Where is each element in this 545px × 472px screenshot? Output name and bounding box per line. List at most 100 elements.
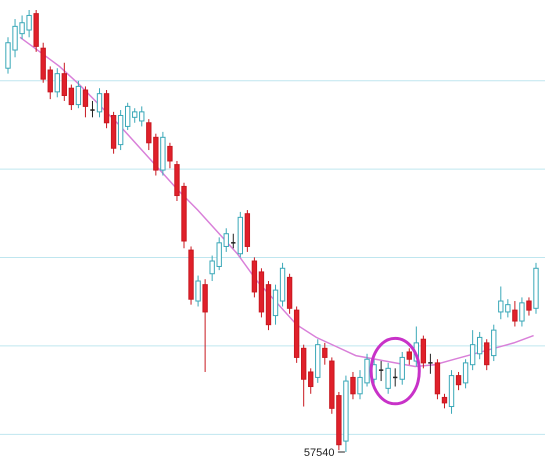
moving-average-layer bbox=[19, 36, 534, 368]
candle-body bbox=[336, 395, 342, 446]
grid-lines bbox=[0, 80, 545, 435]
candle-33 bbox=[231, 233, 236, 249]
candle-9 bbox=[61, 62, 68, 101]
candle-4 bbox=[26, 10, 32, 38]
candle-body bbox=[223, 233, 229, 247]
candle-12 bbox=[82, 86, 89, 118]
candle-body bbox=[216, 242, 222, 267]
candle-36 bbox=[251, 257, 258, 298]
moving-average-line bbox=[19, 36, 534, 368]
candle-71 bbox=[498, 286, 504, 320]
candle-43 bbox=[300, 344, 307, 407]
candle-body bbox=[132, 111, 138, 118]
candle-44 bbox=[308, 368, 314, 394]
candle-body bbox=[293, 309, 300, 358]
candle-body bbox=[61, 73, 68, 96]
candle-49 bbox=[343, 375, 349, 452]
candle-22 bbox=[153, 133, 159, 176]
candle-body bbox=[308, 371, 314, 388]
candle-body bbox=[146, 122, 152, 144]
candle-58 bbox=[406, 348, 412, 365]
candle-body bbox=[533, 267, 539, 309]
candle-body bbox=[350, 376, 356, 395]
candle-60 bbox=[420, 335, 427, 369]
candle-38 bbox=[265, 281, 272, 331]
candle-45 bbox=[315, 339, 321, 383]
candle-body bbox=[167, 145, 173, 162]
candle-body bbox=[251, 260, 258, 293]
candle-5 bbox=[33, 10, 39, 52]
candle-56 bbox=[393, 368, 398, 387]
candle-50 bbox=[350, 371, 356, 400]
candle-55 bbox=[385, 362, 391, 394]
candle-15 bbox=[103, 90, 110, 129]
candle-body bbox=[5, 42, 11, 69]
candle-65 bbox=[455, 371, 462, 391]
candle-body bbox=[181, 185, 187, 242]
candle-body bbox=[188, 249, 194, 300]
candle-body bbox=[195, 280, 201, 302]
candle-body bbox=[279, 267, 286, 302]
candle-16 bbox=[110, 111, 117, 154]
candle-1 bbox=[5, 37, 11, 74]
candle-body bbox=[476, 336, 483, 355]
candle-40 bbox=[279, 262, 286, 307]
candle-body bbox=[26, 14, 32, 31]
candle-57 bbox=[399, 351, 405, 385]
candle-25 bbox=[174, 160, 180, 201]
candle-47 bbox=[329, 357, 335, 414]
candle-body bbox=[498, 300, 504, 313]
candle-body bbox=[434, 362, 441, 395]
candle-body bbox=[174, 164, 180, 197]
candle-body bbox=[399, 356, 405, 380]
candle-17 bbox=[117, 110, 124, 151]
candle-75 bbox=[526, 297, 532, 316]
candle-body bbox=[202, 284, 208, 313]
candle-21 bbox=[146, 119, 152, 151]
candle-8 bbox=[54, 68, 60, 98]
candle-body bbox=[272, 289, 279, 317]
candle-body bbox=[54, 73, 60, 93]
candle-32 bbox=[223, 228, 229, 252]
candle-39 bbox=[272, 284, 279, 325]
candle-73 bbox=[512, 301, 518, 327]
candle-2 bbox=[12, 19, 18, 58]
candle-body bbox=[505, 304, 511, 313]
candle-body bbox=[68, 87, 75, 106]
candle-body bbox=[33, 13, 39, 47]
candle-body bbox=[110, 114, 117, 149]
candle-body bbox=[512, 309, 518, 322]
low-price-label: 57540 bbox=[304, 447, 335, 459]
candle-body bbox=[441, 396, 448, 404]
candle-37 bbox=[258, 268, 265, 318]
candle-30 bbox=[209, 255, 215, 282]
candle-68 bbox=[476, 331, 483, 360]
annotations-layer: 57540 bbox=[304, 336, 421, 459]
candle-body bbox=[153, 136, 159, 171]
candle-body bbox=[117, 114, 124, 146]
candle-19 bbox=[132, 108, 138, 123]
candle-body bbox=[315, 344, 321, 378]
candle-body bbox=[286, 276, 293, 309]
candle-body bbox=[47, 69, 53, 93]
candle-body bbox=[357, 376, 363, 395]
candle-14 bbox=[96, 88, 103, 118]
candle-body bbox=[244, 213, 251, 247]
candle-67 bbox=[469, 330, 476, 371]
candle-41 bbox=[286, 273, 293, 314]
candle-31 bbox=[216, 237, 222, 271]
candle-body bbox=[364, 358, 370, 384]
candle-54 bbox=[378, 361, 384, 382]
candle-body bbox=[237, 216, 244, 255]
candle-body bbox=[469, 344, 476, 366]
candle-6 bbox=[40, 42, 46, 83]
candle-body bbox=[406, 351, 412, 360]
candle-body bbox=[448, 375, 455, 408]
candle-51 bbox=[357, 370, 363, 400]
candle-52 bbox=[364, 353, 370, 387]
candle-body bbox=[526, 300, 532, 311]
candle-46 bbox=[322, 342, 328, 365]
candle-body bbox=[343, 380, 349, 442]
